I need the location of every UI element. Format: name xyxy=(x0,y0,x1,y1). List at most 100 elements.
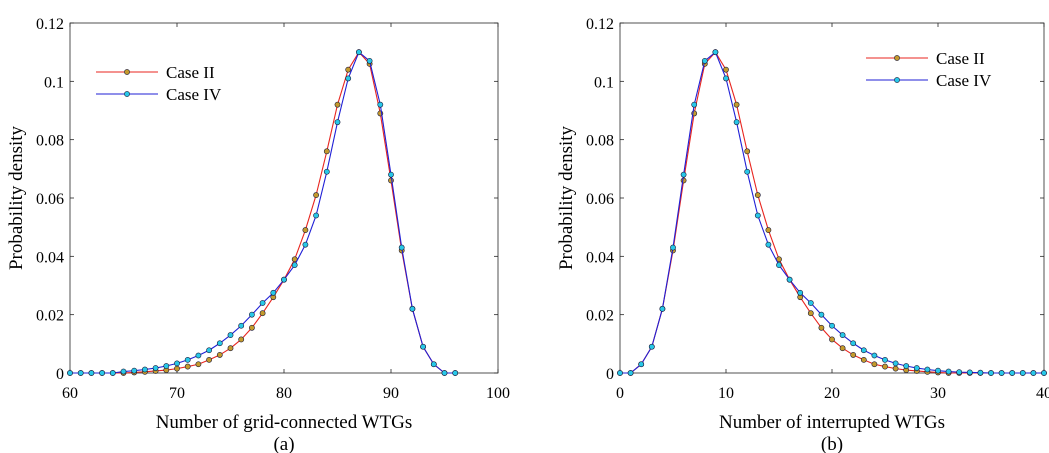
data-point xyxy=(195,361,202,368)
data-point xyxy=(871,361,878,368)
legend: Case II Case IV xyxy=(866,49,992,90)
data-point xyxy=(988,370,994,376)
data-point xyxy=(99,370,105,376)
data-point xyxy=(131,367,138,374)
data-point xyxy=(388,177,394,184)
data-point xyxy=(871,352,878,359)
y-tick-label: 0.04 xyxy=(586,249,614,266)
y-tick-label: 0.1 xyxy=(44,74,64,91)
data-point xyxy=(120,368,127,375)
data-point xyxy=(323,148,330,155)
x-tick-label: 30 xyxy=(930,385,946,402)
legend-marker xyxy=(894,77,900,83)
data-point xyxy=(733,101,740,108)
data-point xyxy=(334,119,341,126)
data-point xyxy=(882,356,888,363)
data-point xyxy=(797,289,804,296)
data-point xyxy=(723,66,729,73)
data-point xyxy=(733,119,740,126)
data-point xyxy=(227,332,234,338)
data-point xyxy=(892,360,899,367)
y-tick-label: 0.04 xyxy=(36,249,64,266)
data-point xyxy=(377,101,384,108)
data-point xyxy=(882,363,888,370)
x-tick-label: 20 xyxy=(824,385,840,402)
legend-marker xyxy=(124,69,130,75)
data-point xyxy=(765,227,772,233)
data-point xyxy=(807,300,814,306)
data-point xyxy=(924,366,931,373)
data-point xyxy=(627,370,634,376)
y-tick-label: 0.02 xyxy=(586,308,614,325)
y-tick-label: 0.12 xyxy=(586,16,614,33)
series-case-iv xyxy=(617,49,1047,376)
series-line xyxy=(70,51,456,374)
chart-panel-b: 0 10 20 30 40 0 0.02 0.04 0.06 0.08 0.1 0.12 Number … xyxy=(556,16,1049,453)
panel-label: (a) xyxy=(273,434,294,453)
data-point xyxy=(723,75,729,82)
data-point xyxy=(313,212,319,219)
data-point xyxy=(701,58,708,64)
data-point xyxy=(998,370,1005,376)
data-point xyxy=(680,177,687,184)
data-point xyxy=(860,356,867,363)
data-point xyxy=(754,212,761,219)
data-point xyxy=(1030,370,1037,376)
legend-label: Case IV xyxy=(166,85,222,104)
data-point xyxy=(67,370,73,376)
data-point xyxy=(248,311,255,318)
x-tick-label: 80 xyxy=(276,385,292,402)
data-point xyxy=(302,241,309,248)
legend-label: Case II xyxy=(166,63,215,82)
data-point xyxy=(141,366,148,373)
legend: Case II Case IV xyxy=(96,63,222,104)
data-point xyxy=(388,171,394,178)
data-point xyxy=(452,370,459,376)
y-tick-label: 0.02 xyxy=(36,308,64,325)
data-point xyxy=(270,289,277,296)
panel-label: (b) xyxy=(821,434,843,453)
data-point xyxy=(184,363,191,370)
data-point xyxy=(291,262,298,268)
data-point xyxy=(839,345,846,352)
data-point xyxy=(420,343,426,350)
data-point xyxy=(744,148,751,155)
data-point xyxy=(829,336,835,343)
y-axis-label: Probability density xyxy=(556,125,577,270)
data-point xyxy=(206,347,212,354)
data-point xyxy=(238,322,245,329)
series-line xyxy=(70,51,456,374)
data-point xyxy=(441,370,448,376)
data-point xyxy=(1009,370,1016,376)
data-point xyxy=(776,262,782,268)
data-point xyxy=(259,300,266,306)
data-point xyxy=(184,356,191,363)
y-axis-label: Probability density xyxy=(6,125,27,270)
data-point xyxy=(829,322,835,329)
data-point xyxy=(648,343,655,350)
data-point xyxy=(206,356,212,363)
data-point xyxy=(77,370,84,376)
data-point xyxy=(174,360,180,367)
x-axis-label: Number of grid-connected WTGs xyxy=(156,412,413,433)
series-case-ii xyxy=(67,49,459,376)
data-point xyxy=(109,370,116,376)
data-point xyxy=(754,192,761,198)
data-point xyxy=(765,241,772,248)
data-point xyxy=(334,101,341,108)
y-tick-label: 0.12 xyxy=(36,16,64,33)
data-point xyxy=(398,244,405,251)
x-axis-label: Number of interrupted WTGs xyxy=(719,412,945,433)
legend-marker xyxy=(124,91,130,97)
y-tick-label: 0.06 xyxy=(586,191,614,208)
data-point xyxy=(238,336,245,343)
data-point xyxy=(152,365,159,371)
y-tick-label: 0 xyxy=(56,366,64,383)
data-point xyxy=(281,276,287,283)
data-point xyxy=(1041,370,1047,376)
data-point xyxy=(966,369,973,376)
y-tick-label: 0.08 xyxy=(36,133,64,150)
data-point xyxy=(638,361,645,368)
data-point xyxy=(680,171,687,178)
